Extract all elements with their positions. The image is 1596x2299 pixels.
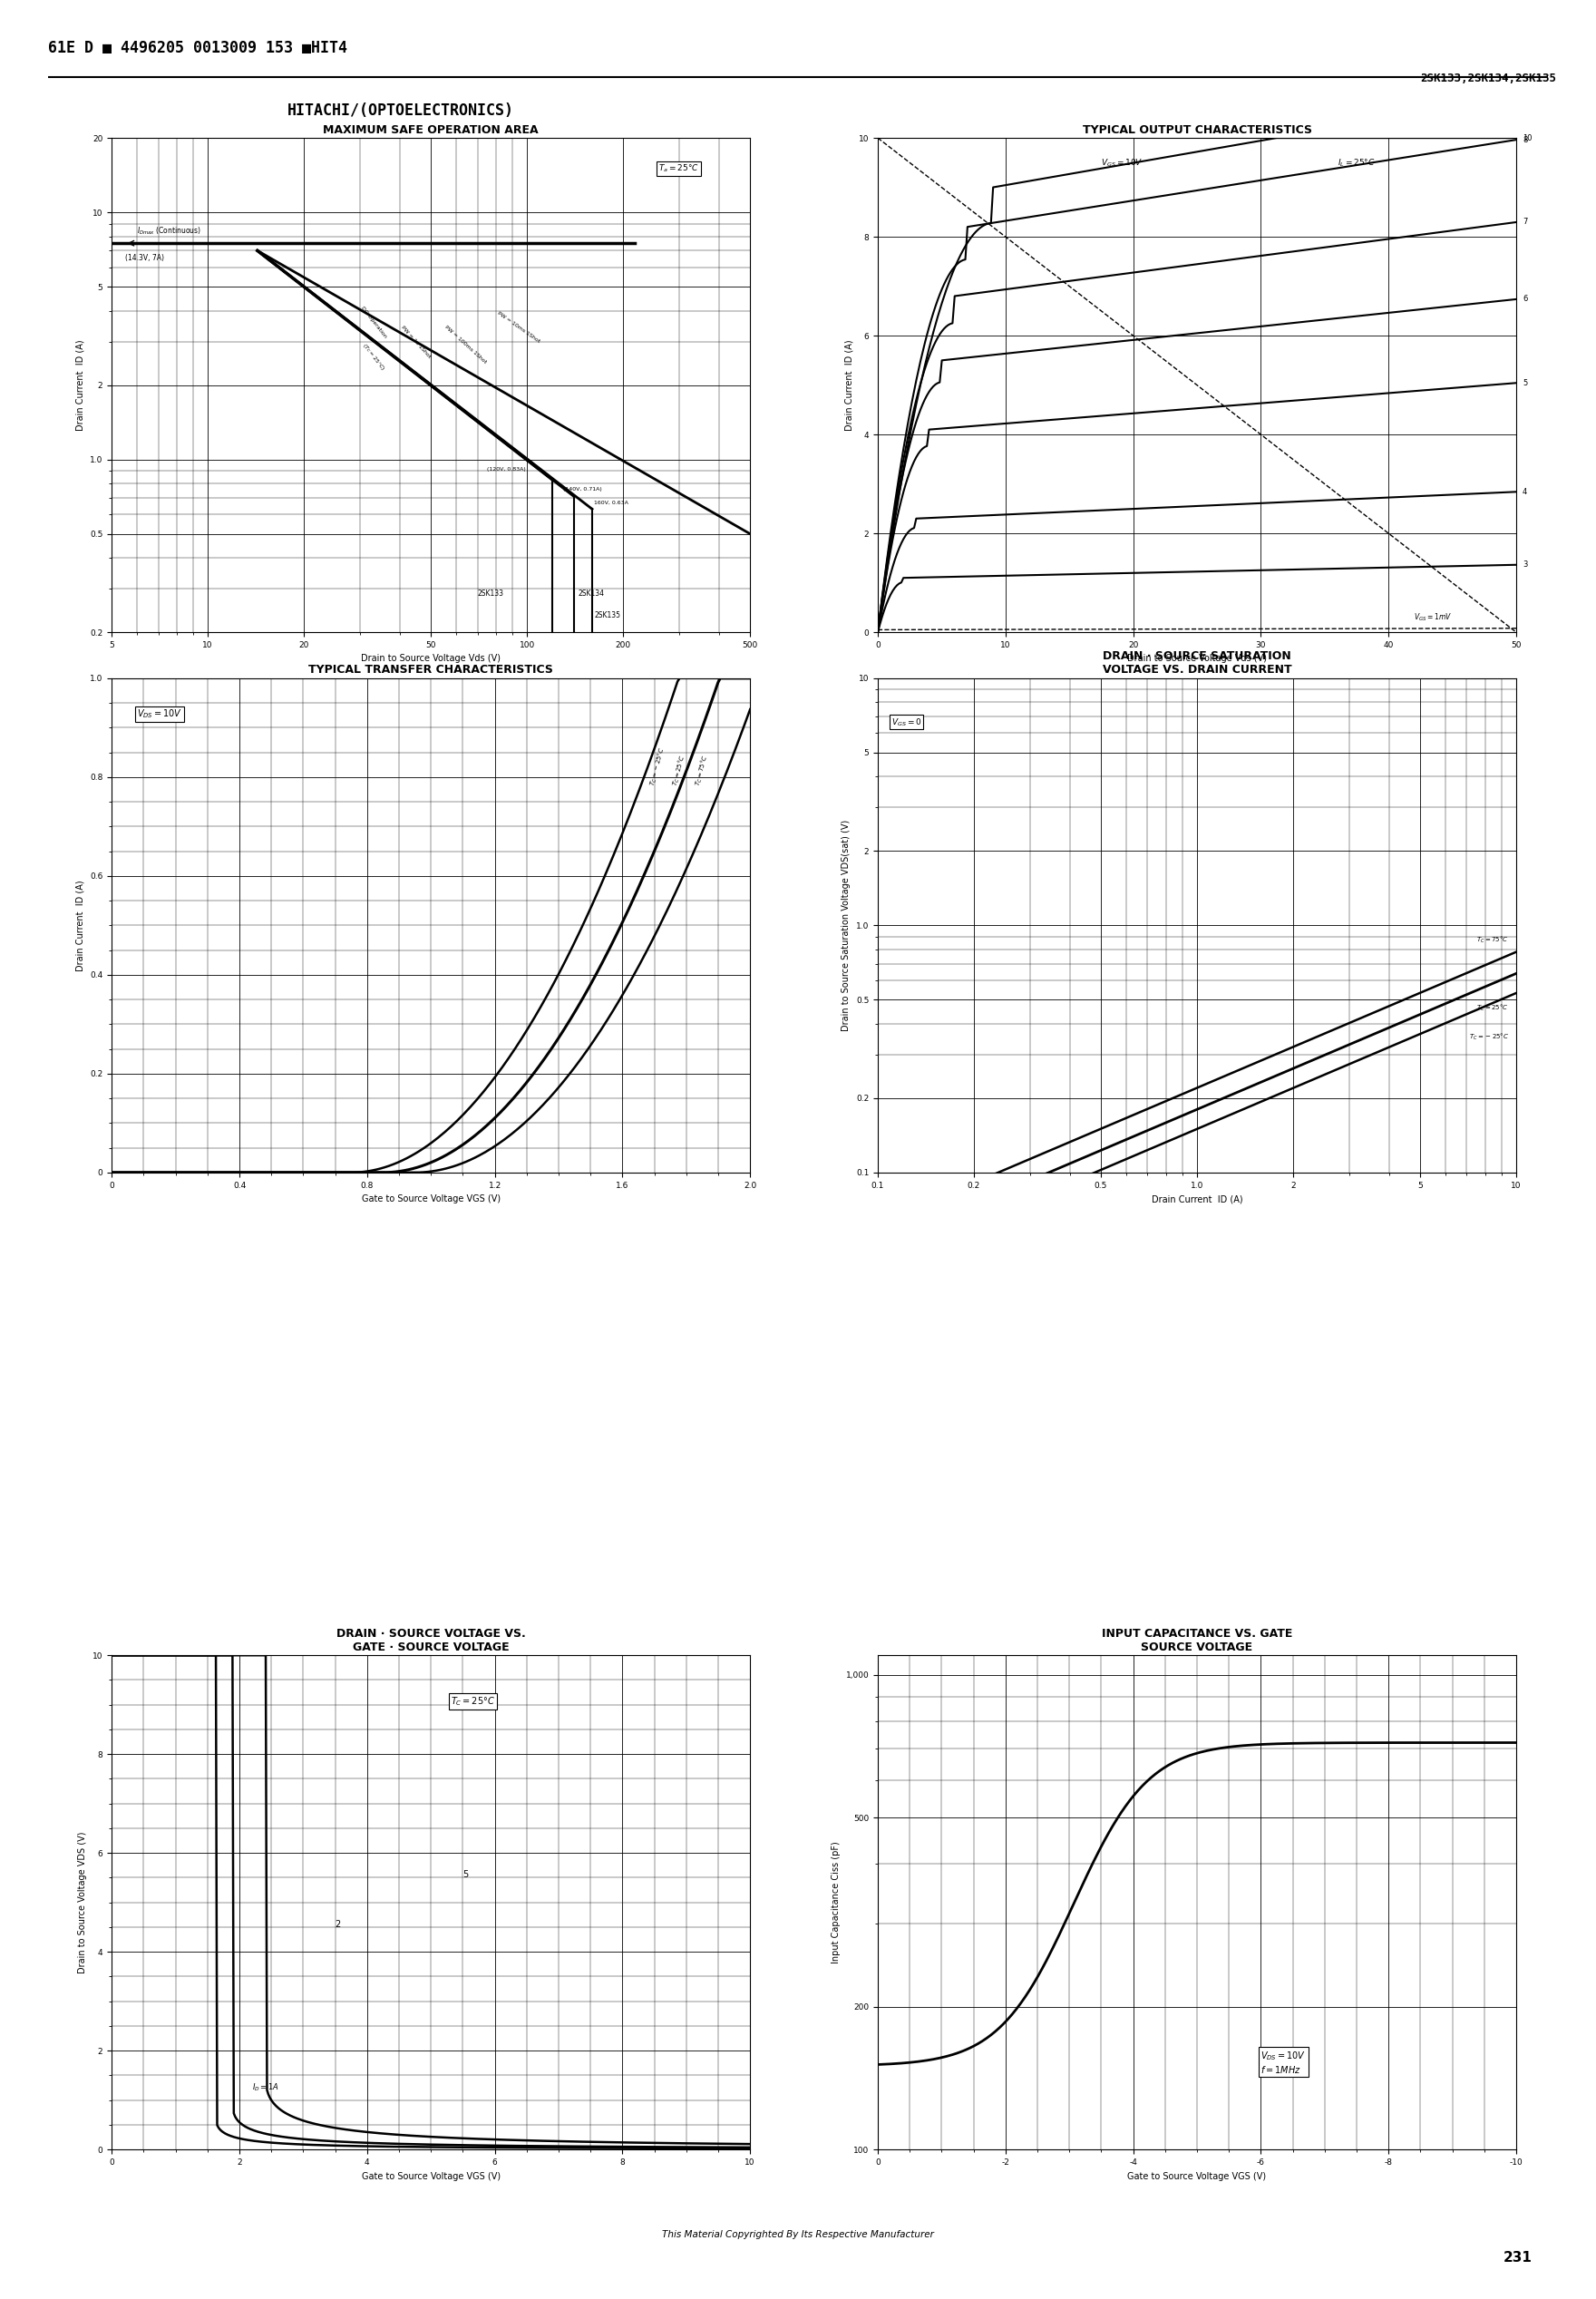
Text: (120V, 0.83A): (120V, 0.83A): [487, 467, 527, 471]
X-axis label: Drain to Source Voltage Vds (V): Drain to Source Voltage Vds (V): [361, 655, 501, 664]
Text: 3: 3: [1523, 561, 1527, 568]
Title: DRAIN · SOURCE SATURATION
VOLTAGE VS. DRAIN CURRENT: DRAIN · SOURCE SATURATION VOLTAGE VS. DR…: [1103, 651, 1291, 676]
Text: 2SK133,2SK134,2SK135: 2SK133,2SK134,2SK135: [1420, 71, 1556, 85]
Y-axis label: Drain Current  ID (A): Drain Current ID (A): [75, 881, 85, 970]
Text: 10: 10: [1523, 133, 1532, 143]
Text: 2SK134: 2SK134: [578, 591, 605, 598]
Text: 160V, 0.63A: 160V, 0.63A: [594, 501, 629, 506]
Text: 61E D ■ 4496205 0013009 153 ■HIT4: 61E D ■ 4496205 0013009 153 ■HIT4: [48, 39, 348, 57]
Y-axis label: Drain to Source Voltage VDS (V): Drain to Source Voltage VDS (V): [78, 1832, 88, 1973]
Text: 2SK133: 2SK133: [477, 591, 504, 598]
Text: PW = 1s 1Shot: PW = 1s 1Shot: [401, 324, 431, 359]
X-axis label: Drain to Source Voltage Vds (V): Drain to Source Voltage Vds (V): [1127, 655, 1267, 664]
Title: DRAIN · SOURCE VOLTAGE VS.
GATE · SOURCE VOLTAGE: DRAIN · SOURCE VOLTAGE VS. GATE · SOURCE…: [337, 1628, 525, 1653]
Text: 5: 5: [463, 1871, 469, 1881]
Text: $T_C=25°C$: $T_C=25°C$: [1476, 1002, 1510, 1014]
Y-axis label: Drain Current  ID (A): Drain Current ID (A): [844, 340, 854, 430]
Text: $V_{DS}=10V$
$f=1MHz$: $V_{DS}=10V$ $f=1MHz$: [1261, 2051, 1307, 2076]
Title: MAXIMUM SAFE OPERATION AREA: MAXIMUM SAFE OPERATION AREA: [322, 124, 539, 136]
X-axis label: Drain Current  ID (A): Drain Current ID (A): [1151, 1195, 1243, 1205]
X-axis label: Gate to Source Voltage VGS (V): Gate to Source Voltage VGS (V): [361, 1195, 501, 1205]
X-axis label: Gate to Source Voltage VGS (V): Gate to Source Voltage VGS (V): [1127, 2173, 1267, 2182]
Text: 5: 5: [1523, 379, 1527, 386]
Text: HITACHI/(OPTOELECTRONICS): HITACHI/(OPTOELECTRONICS): [287, 101, 514, 120]
Title: TYPICAL OUTPUT CHARACTERISTICS: TYPICAL OUTPUT CHARACTERISTICS: [1082, 124, 1312, 136]
Text: $T_C=75°C$: $T_C=75°C$: [693, 754, 710, 786]
Text: $V_{GS}=0$: $V_{GS}=0$: [891, 717, 921, 729]
Text: $T_C=75°C$: $T_C=75°C$: [1476, 933, 1510, 945]
Y-axis label: Input Capacitance Ciss (pF): Input Capacitance Ciss (pF): [832, 1841, 841, 1963]
Title: INPUT CAPACITANCE VS. GATE
SOURCE VOLTAGE: INPUT CAPACITANCE VS. GATE SOURCE VOLTAG…: [1101, 1628, 1293, 1653]
Text: (14.3V, 7A): (14.3V, 7A): [124, 253, 164, 262]
Text: 8: 8: [1523, 136, 1527, 145]
Text: This Material Copyrighted By Its Respective Manufacturer: This Material Copyrighted By Its Respect…: [662, 2230, 934, 2239]
Y-axis label: Drain to Source Saturation Voltage VDS(sat) (V): Drain to Source Saturation Voltage VDS(s…: [841, 818, 851, 1032]
Text: $T_C=-25°C$: $T_C=-25°C$: [1468, 1032, 1510, 1041]
Text: ($T_C=25°C$): ($T_C=25°C$): [361, 343, 386, 372]
Text: 6: 6: [1523, 294, 1527, 303]
Text: $V_{DS}=10V$: $V_{DS}=10V$: [137, 708, 184, 720]
Text: (140V, 0.71A): (140V, 0.71A): [563, 487, 602, 492]
Text: $I_{Dmax}$ (Continuous): $I_{Dmax}$ (Continuous): [137, 225, 201, 237]
Text: $I_L=25°C$: $I_L=25°C$: [1337, 159, 1376, 170]
Text: $V_{GS}=10V$: $V_{GS}=10V$: [1101, 159, 1143, 170]
Text: PW = 100ms 1Shot: PW = 100ms 1Shot: [444, 324, 488, 366]
Text: $T_a=25°C$: $T_a=25°C$: [659, 163, 699, 175]
Text: $V_{GS}=1mV$: $V_{GS}=1mV$: [1414, 612, 1452, 623]
Text: 2SK135: 2SK135: [595, 612, 621, 618]
Text: $T_C=25°C$: $T_C=25°C$: [670, 754, 688, 786]
Text: 4: 4: [1523, 487, 1527, 497]
Text: $T_C=-25°C$: $T_C=-25°C$: [648, 745, 669, 786]
Text: DC Operation: DC Operation: [361, 306, 388, 338]
Text: $T_C=25°C$: $T_C=25°C$: [450, 1694, 495, 1708]
Text: $I_D=1A$: $I_D=1A$: [252, 2083, 279, 2094]
Y-axis label: Drain Current  ID (A): Drain Current ID (A): [75, 340, 85, 430]
Text: 231: 231: [1503, 2251, 1532, 2265]
Title: TYPICAL TRANSFER CHARACTERISTICS: TYPICAL TRANSFER CHARACTERISTICS: [308, 664, 554, 676]
Text: 7: 7: [1523, 218, 1527, 225]
Text: PW = 10ms 1Shot: PW = 10ms 1Shot: [496, 310, 541, 343]
X-axis label: Gate to Source Voltage VGS (V): Gate to Source Voltage VGS (V): [361, 2173, 501, 2182]
Text: 2: 2: [335, 1920, 342, 1929]
